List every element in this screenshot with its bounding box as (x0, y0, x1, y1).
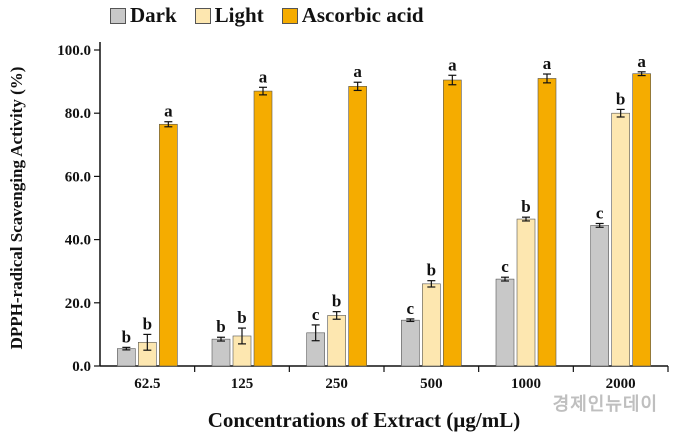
bar (611, 112, 630, 367)
y-tick-label: 60.0 (65, 169, 91, 185)
significance-label: c (596, 203, 604, 222)
significance-label: a (259, 67, 268, 86)
y-tick-label: 80.0 (65, 106, 91, 122)
significance-label: b (237, 308, 246, 327)
y-tick-label: 40.0 (65, 233, 91, 249)
legend-swatch-light (194, 7, 211, 24)
significance-label: b (216, 317, 225, 336)
significance-label: a (637, 52, 646, 71)
significance-label: b (122, 327, 131, 346)
legend-label-light: Light (214, 3, 264, 27)
significance-label: b (521, 197, 530, 216)
bar (159, 123, 178, 367)
bar (443, 79, 462, 367)
legend-item-ascorbic: Ascorbic acid (281, 3, 424, 28)
legend-label-ascorbic: Ascorbic acid (301, 3, 424, 27)
significance-label: c (407, 299, 415, 318)
y-tick-label: 0.0 (72, 359, 91, 375)
bar (117, 348, 136, 367)
bar (537, 78, 557, 367)
significance-label: c (312, 305, 320, 324)
bar (422, 283, 441, 367)
bar (401, 319, 420, 367)
bar (590, 225, 609, 367)
significance-label: a (543, 54, 552, 73)
x-tick-label: 1000 (511, 376, 541, 392)
bar (211, 338, 231, 367)
x-tick-label: 2000 (606, 376, 636, 392)
bar (516, 218, 536, 367)
bar (632, 73, 651, 367)
legend-label-dark: Dark (130, 3, 177, 27)
bar (495, 278, 515, 367)
x-tick-label: 125 (231, 376, 254, 392)
bar (327, 315, 346, 367)
x-axis-title: Concentrations of Extract (µg/mL) (208, 408, 520, 432)
legend-item-light: Light (194, 3, 264, 28)
legend: Dark Light Ascorbic acid (110, 3, 424, 28)
significance-label: b (616, 89, 625, 108)
significance-label: c (501, 257, 509, 276)
legend-item-dark: Dark (110, 3, 177, 28)
significance-label: b (427, 261, 436, 280)
y-tick-label: 20.0 (65, 296, 91, 312)
significance-label: a (448, 55, 457, 74)
y-tick-label: 100.0 (57, 43, 91, 59)
bar (348, 86, 367, 367)
legend-swatch-ascorbic (281, 7, 298, 24)
watermark: 경제인뉴데이 (552, 394, 658, 415)
y-axis-title: DPPH-radical Scavenging Activity (%) (7, 67, 26, 350)
significance-label: a (164, 102, 173, 121)
x-tick-label: 500 (420, 376, 443, 392)
x-tick-label: 62.5 (134, 376, 160, 392)
bar (253, 90, 273, 367)
legend-swatch-dark (110, 7, 126, 24)
x-tick-label: 250 (325, 376, 348, 392)
significance-label: b (332, 292, 341, 311)
significance-label: a (353, 62, 362, 81)
significance-label: b (143, 314, 152, 333)
